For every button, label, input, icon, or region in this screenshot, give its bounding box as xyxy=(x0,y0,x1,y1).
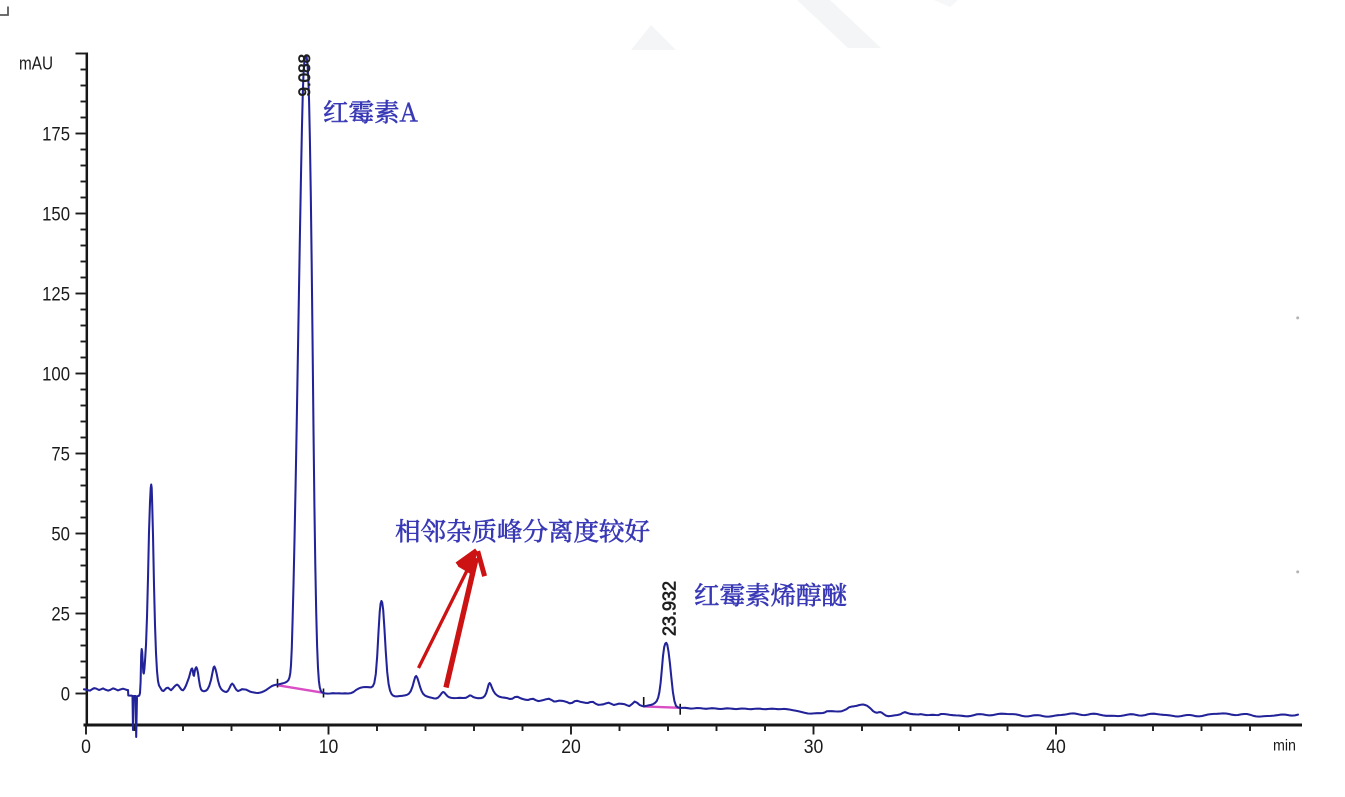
svg-text:20: 20 xyxy=(561,736,581,758)
svg-text:min: min xyxy=(1273,738,1296,755)
svg-text:40: 40 xyxy=(1046,736,1066,758)
svg-text:0: 0 xyxy=(61,683,70,705)
svg-text:9.088: 9.088 xyxy=(295,54,314,97)
svg-text:30: 30 xyxy=(804,736,824,758)
svg-text:125: 125 xyxy=(42,283,70,305)
svg-text:23.932: 23.932 xyxy=(660,581,680,636)
svg-text:25: 25 xyxy=(51,603,70,625)
svg-text:100: 100 xyxy=(42,363,70,385)
svg-text:75: 75 xyxy=(51,443,70,465)
svg-text:10: 10 xyxy=(319,736,339,758)
svg-text:150: 150 xyxy=(42,203,70,225)
svg-text:175: 175 xyxy=(42,123,70,145)
svg-text:0: 0 xyxy=(81,736,91,758)
svg-text:50: 50 xyxy=(51,523,70,545)
svg-text:mAU: mAU xyxy=(19,54,53,74)
